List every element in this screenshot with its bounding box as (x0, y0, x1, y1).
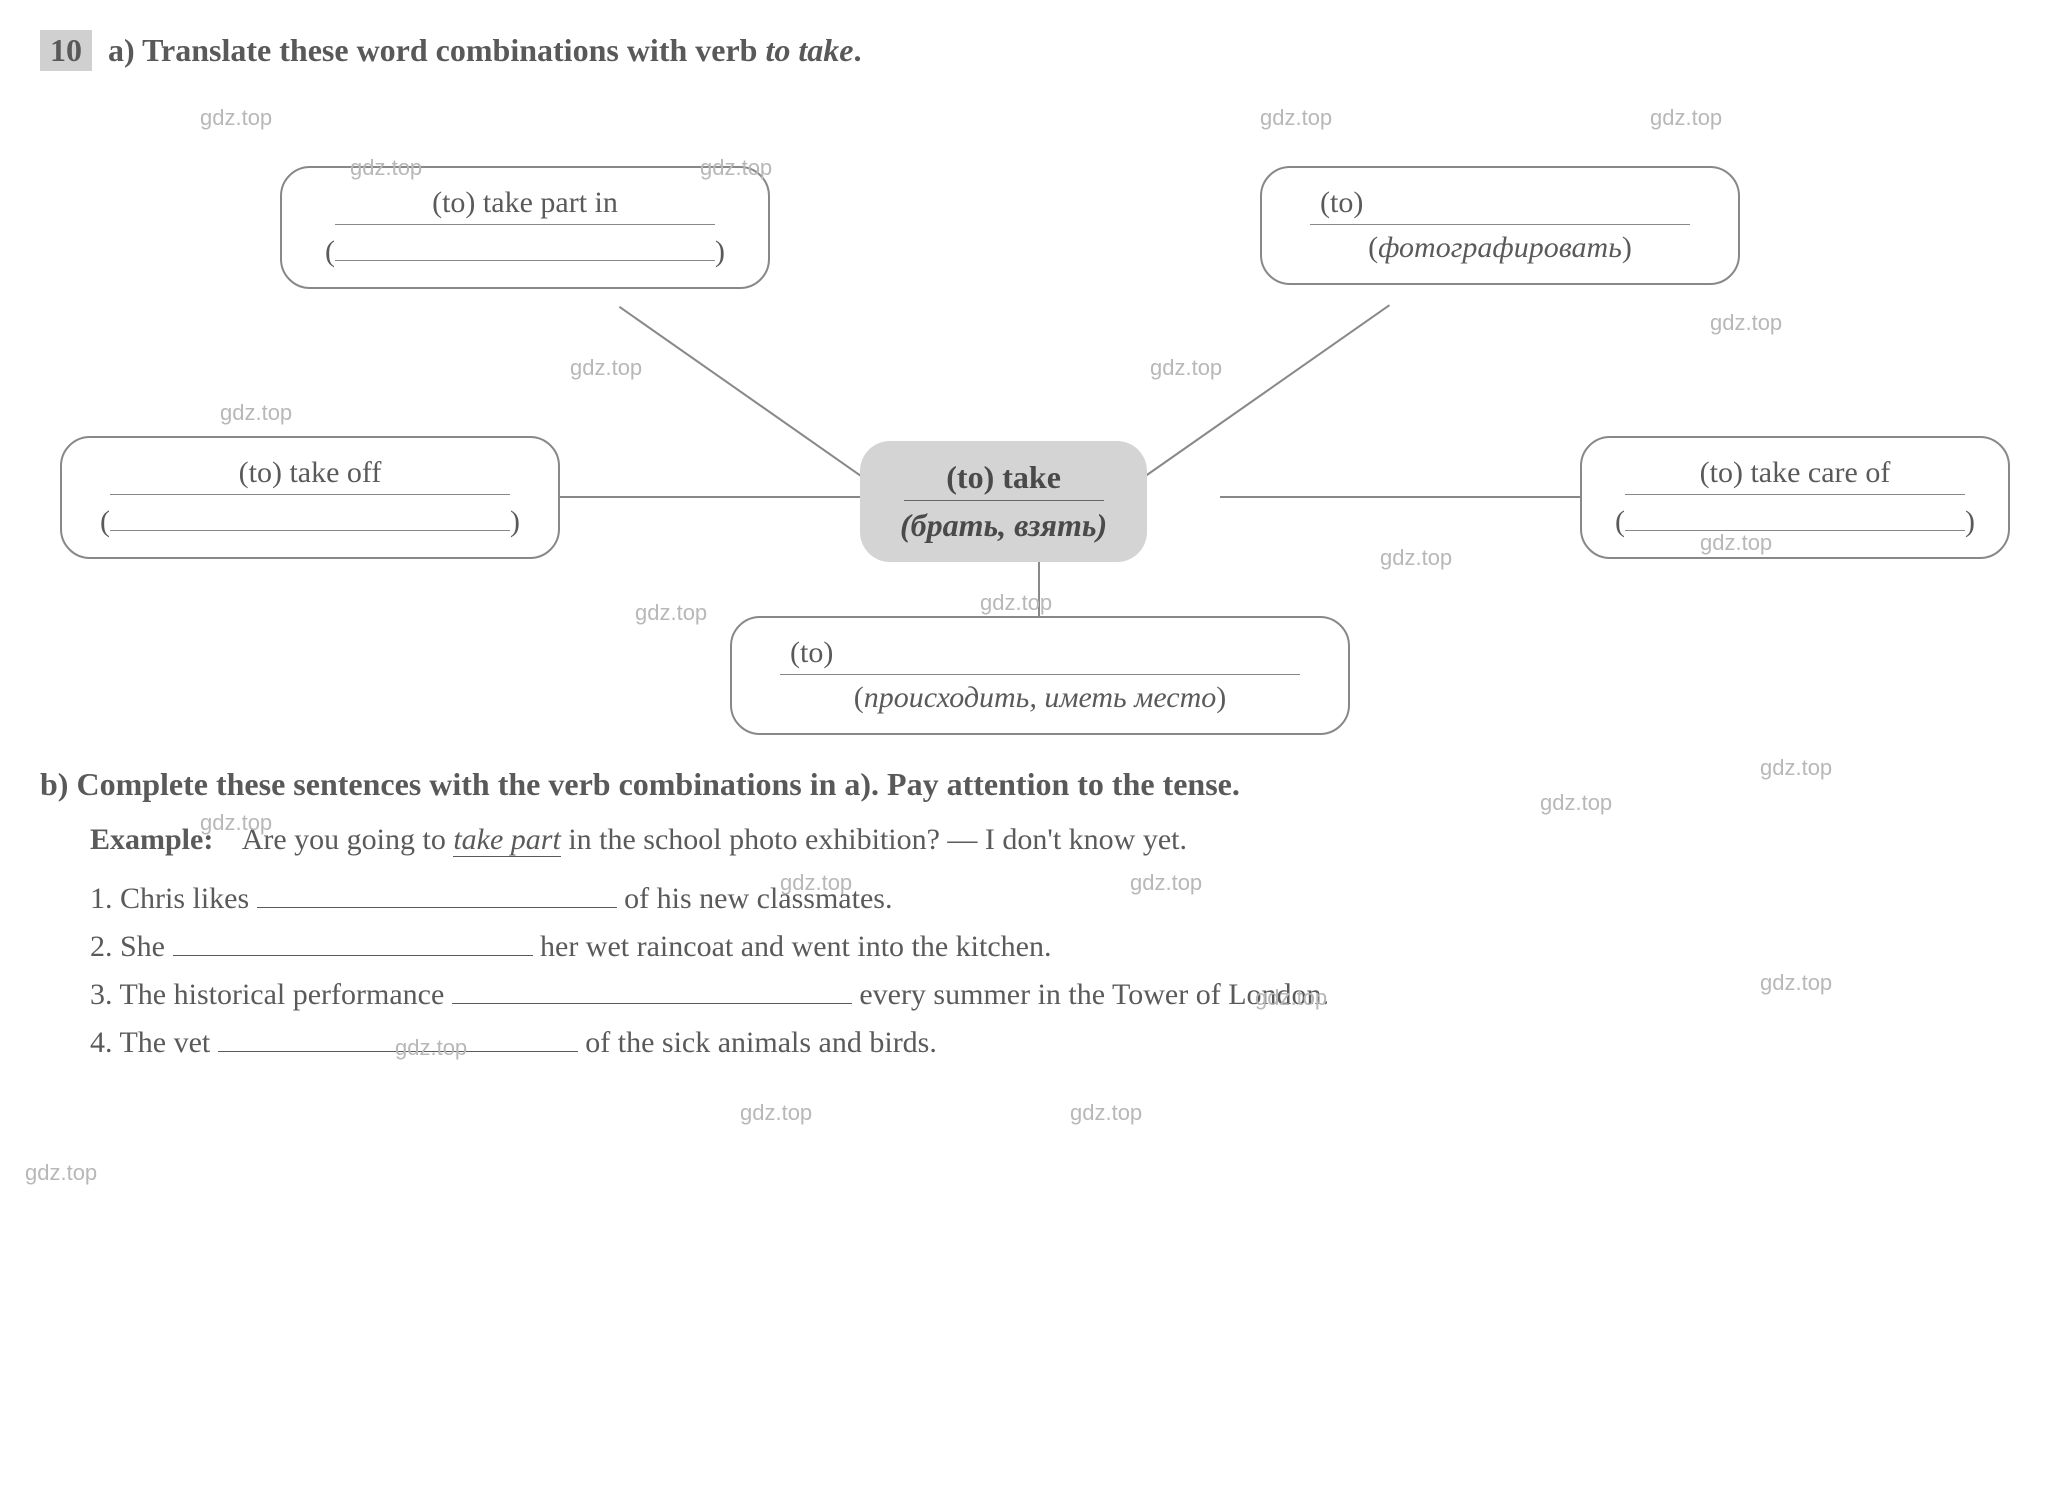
blank-field[interactable] (218, 1028, 578, 1052)
paren-open: ( (1368, 231, 1378, 264)
paren-close: ) (510, 505, 520, 538)
blank-field[interactable] (257, 884, 617, 908)
node-l-top: (to) take off (110, 456, 510, 495)
sentence-item: 1. Chris likes of his new classmates. (90, 882, 2024, 916)
blank-field[interactable] (173, 932, 533, 956)
blank-field[interactable] (452, 980, 852, 1004)
part-a-prefix: a) (108, 32, 142, 68)
sentence-num: 1. (90, 882, 113, 915)
center-main: (to) take (946, 459, 1061, 495)
node-tr-top: (to) (1320, 186, 1363, 219)
sentence-after: of the sick animals and birds. (578, 1026, 937, 1059)
blank-field[interactable] (335, 231, 715, 261)
watermark: gdz.top (740, 1100, 812, 1126)
paren-open: ( (325, 235, 335, 268)
paren-close: ) (715, 235, 725, 268)
concept-diagram: (to) take (брать, взять) (to) take part … (40, 96, 2020, 716)
sentence-after: her wet raincoat and went into the kitch… (533, 930, 1052, 963)
exercise-number: 10 (40, 30, 92, 71)
node-r-top: (to) take care of (1625, 456, 1965, 495)
node-bottom: (to) (происходить, иметь место) (730, 616, 1350, 735)
center-sub: (брать, взять) (900, 507, 1107, 544)
example-row: Example: Are you going to take part in t… (90, 823, 2024, 857)
connector-line (1143, 304, 1390, 478)
paren-open: ( (100, 505, 110, 538)
node-b-bottom: происходить, иметь место (864, 681, 1217, 714)
node-right: (to) take care of () (1580, 436, 2010, 559)
part-a-heading: 10 a) Translate these word combinations … (40, 30, 2024, 71)
connector-line (1220, 496, 1600, 498)
blank-field[interactable] (1625, 501, 1965, 531)
center-node: (to) take (брать, взять) (860, 441, 1147, 562)
node-top-right: (to) (фотографировать) (1260, 166, 1740, 285)
sentence-num: 3. (90, 978, 113, 1011)
sentence-list: 1. Chris likes of his new classmates. 2.… (90, 882, 2024, 1060)
part-a-text-after: . (853, 32, 861, 68)
example-label: Example: (90, 823, 213, 856)
sentence-num: 4. (90, 1026, 113, 1059)
connector-line (560, 496, 860, 498)
sentence-item: 2. She her wet raincoat and went into th… (90, 930, 2024, 964)
paren-close: ) (1622, 231, 1632, 264)
paren-open: ( (854, 681, 864, 714)
node-top-left: (to) take part in () (280, 166, 770, 289)
node-tr-bottom: фотографировать (1378, 231, 1622, 264)
part-a-text-before: Translate these word combinations with v… (142, 32, 765, 68)
node-left: (to) take off () (60, 436, 560, 559)
watermark: gdz.top (25, 1160, 97, 1186)
node-tl-top: (to) take part in (335, 186, 715, 225)
example-after: in the school photo exhibition? — I don'… (561, 823, 1187, 856)
paren-close: ) (1965, 505, 1975, 538)
blank-field[interactable] (110, 501, 510, 531)
example-underlined: take part (453, 823, 560, 857)
sentence-before: The vet (119, 1026, 217, 1059)
sentence-before: She (120, 930, 173, 963)
sentence-before: The historical performance (119, 978, 451, 1011)
node-b-top: (to) (790, 636, 833, 669)
sentence-before: Chris likes (120, 882, 257, 915)
part-a-italic: to take (765, 32, 853, 68)
sentence-after: of his new classmates. (617, 882, 893, 915)
connector-line (619, 306, 866, 480)
sentence-after: every summer in the Tower of London. (852, 978, 1329, 1011)
watermark: gdz.top (1070, 1100, 1142, 1126)
sentence-item: 4. The vet of the sick animals and birds… (90, 1026, 2024, 1060)
sentence-item: 3. The historical performance every summ… (90, 978, 2024, 1012)
paren-open: ( (1615, 505, 1625, 538)
paren-close: ) (1216, 681, 1226, 714)
part-b-heading: b) Complete these sentences with the ver… (40, 766, 2024, 803)
sentence-num: 2. (90, 930, 113, 963)
example-before: Are you going to (242, 823, 454, 856)
